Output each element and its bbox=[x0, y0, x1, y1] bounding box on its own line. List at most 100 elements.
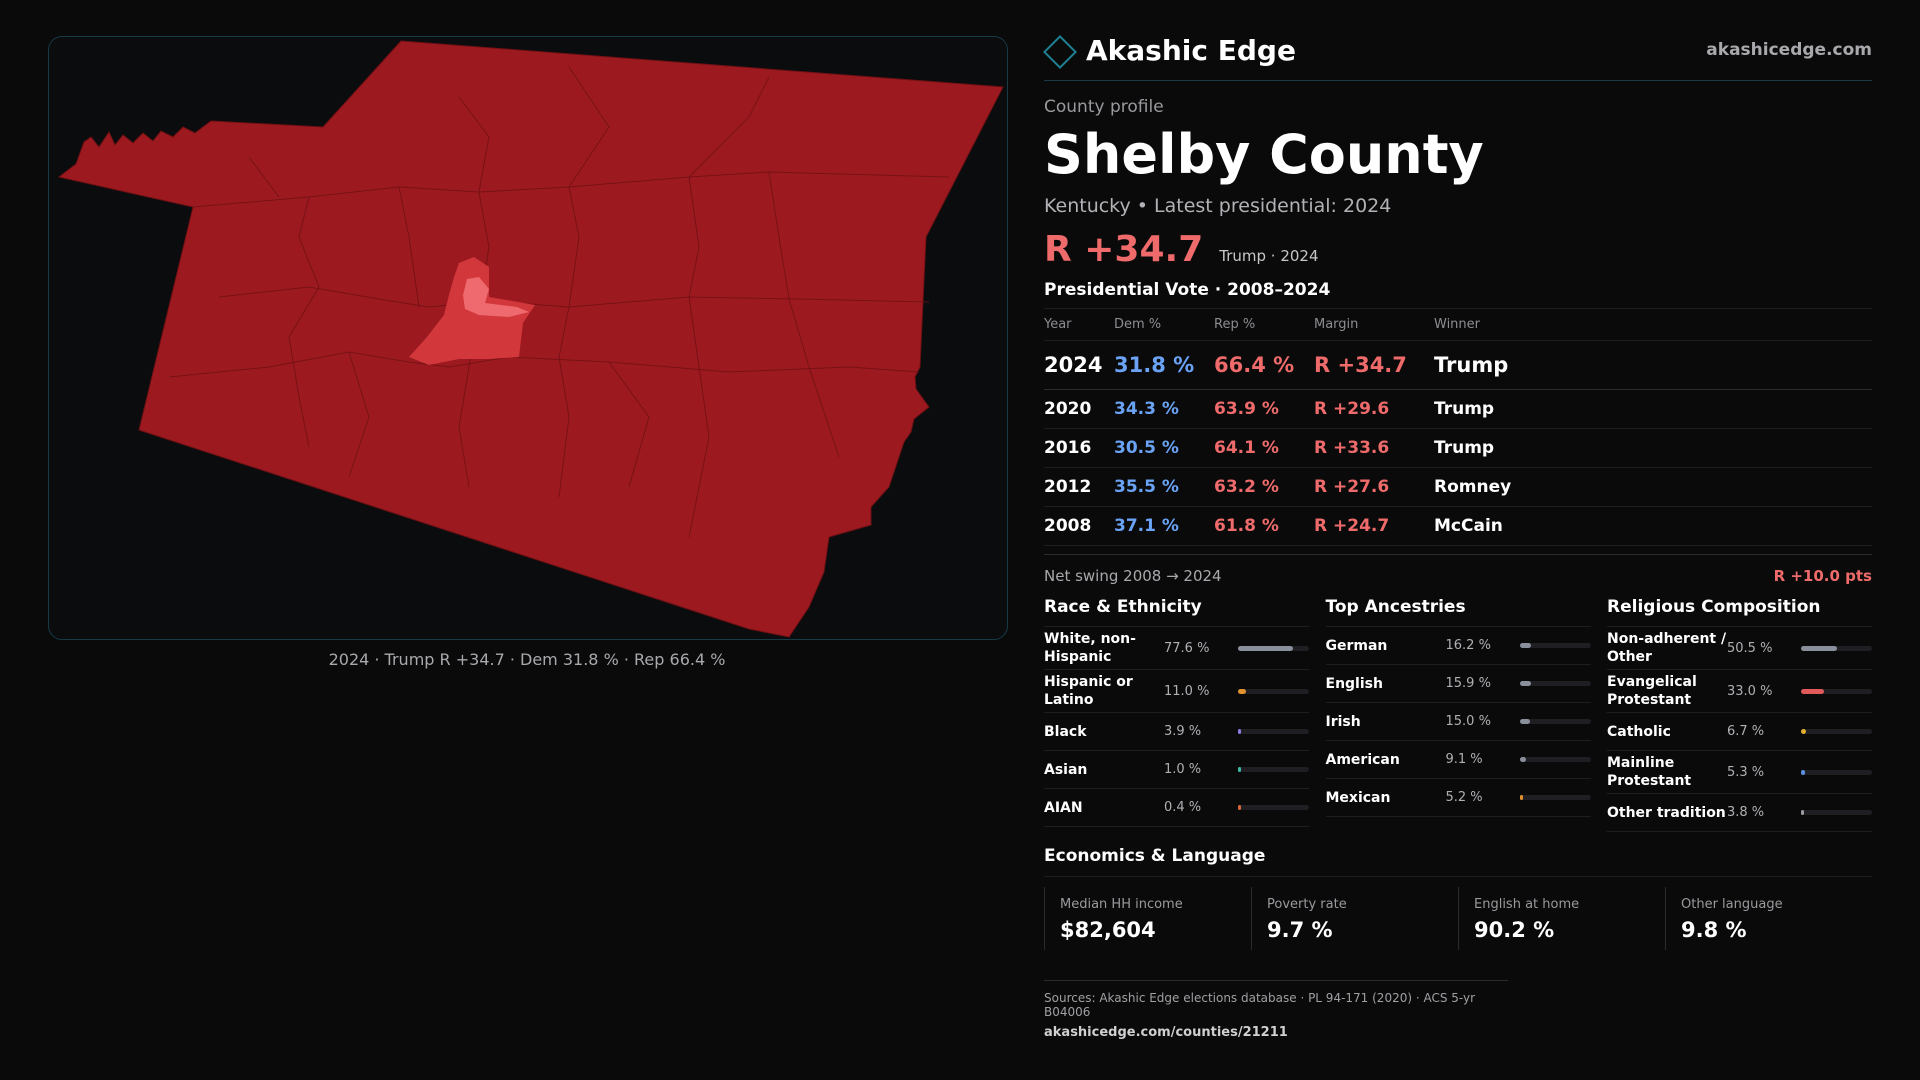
table-row[interactable]: 2020 34.3 % 63.9 % R +29.6 Trump bbox=[1044, 389, 1872, 429]
item-label: Mexican bbox=[1325, 789, 1391, 806]
stat-card: Median HH income $82,604 bbox=[1044, 887, 1251, 950]
item-label: German bbox=[1325, 637, 1388, 654]
share-bar bbox=[1238, 645, 1309, 651]
share-bar bbox=[1519, 757, 1591, 762]
list-item: Asian 1.0 % bbox=[1044, 751, 1309, 789]
brand-name: Akashic Edge bbox=[1086, 33, 1296, 67]
year-cell: 2020 bbox=[1044, 389, 1114, 429]
share-bar-fill bbox=[1238, 729, 1241, 734]
county-profile-panel: Akashic Edge akashicedge.com County prof… bbox=[1043, 30, 1872, 1040]
margin-cell: R +24.7 bbox=[1314, 506, 1434, 546]
year-cell: 2012 bbox=[1044, 467, 1114, 507]
list-item: American 9.1 % bbox=[1325, 741, 1591, 779]
latest-margin-meta: Trump · 2024 bbox=[1219, 247, 1319, 265]
religion-section: Religious Composition Non-adherent / Oth… bbox=[1607, 597, 1872, 832]
dem-cell: 34.3 % bbox=[1114, 389, 1214, 429]
stat-label: Other language bbox=[1681, 897, 1783, 912]
dem-cell: 37.1 % bbox=[1114, 506, 1214, 546]
item-value: 5.2 % bbox=[1445, 790, 1483, 805]
col-year: Year bbox=[1044, 309, 1114, 341]
stat-card: English at home 90.2 % bbox=[1458, 887, 1665, 950]
year-cell: 2024 bbox=[1044, 340, 1114, 390]
rep-cell: 63.9 % bbox=[1214, 389, 1314, 429]
item-value: 15.9 % bbox=[1445, 676, 1491, 691]
sources-footer: Sources: Akashic Edge elections database… bbox=[1044, 980, 1508, 1040]
profile-kicker: County profile bbox=[1044, 97, 1164, 117]
item-value: 33.0 % bbox=[1727, 683, 1773, 699]
net-swing: Net swing 2008 → 2024 R +10.0 pts bbox=[1044, 554, 1872, 585]
share-bar bbox=[1238, 688, 1309, 694]
brand-url-link[interactable]: akashicedge.com bbox=[1706, 40, 1872, 60]
county-shape[interactable] bbox=[57, 40, 1004, 638]
rep-cell: 63.2 % bbox=[1214, 467, 1314, 507]
item-label: Non-adherent / Other bbox=[1607, 631, 1727, 665]
item-label: Black bbox=[1044, 723, 1087, 740]
item-label: Evangelical Protestant bbox=[1607, 674, 1697, 708]
share-bar bbox=[1238, 805, 1309, 810]
economics-grid: Median HH income $82,604 Poverty rate 9.… bbox=[1044, 887, 1872, 950]
col-winner: Winner bbox=[1434, 309, 1872, 341]
year-cell: 2016 bbox=[1044, 428, 1114, 468]
item-value: 1.0 % bbox=[1164, 762, 1202, 777]
margin-cell: R +29.6 bbox=[1314, 389, 1434, 429]
stat-value: 90.2 % bbox=[1474, 918, 1555, 942]
list-item: Catholic 6.7 % bbox=[1607, 713, 1872, 751]
table-row[interactable]: 2012 35.5 % 63.2 % R +27.6 Romney bbox=[1044, 467, 1872, 507]
ancestry-section: Top Ancestries German 16.2 % English 15.9 %… bbox=[1325, 597, 1591, 832]
share-bar-fill bbox=[1519, 643, 1531, 648]
item-value: 3.9 % bbox=[1164, 724, 1202, 739]
item-value: 5.3 % bbox=[1727, 764, 1765, 780]
net-swing-value: R +10.0 pts bbox=[1773, 567, 1872, 585]
share-bar-fill bbox=[1519, 681, 1531, 686]
share-bar-fill bbox=[1519, 719, 1531, 724]
item-label: Irish bbox=[1325, 713, 1361, 730]
table-row[interactable]: 2008 37.1 % 61.8 % R +24.7 McCain bbox=[1044, 506, 1872, 546]
winner-cell: Trump bbox=[1434, 428, 1872, 468]
list-item: Hispanic or Latino 11.0 % bbox=[1044, 670, 1309, 713]
urban-core[interactable] bbox=[463, 277, 529, 317]
item-value: 3.8 % bbox=[1727, 805, 1765, 820]
stat-value: $82,604 bbox=[1060, 918, 1156, 942]
rep-cell: 61.8 % bbox=[1214, 506, 1314, 546]
share-bar-fill bbox=[1238, 805, 1241, 810]
table-row[interactable]: 2016 30.5 % 64.1 % R +33.6 Trump bbox=[1044, 428, 1872, 468]
item-value: 15.0 % bbox=[1445, 714, 1491, 729]
item-label: Hispanic or Latino bbox=[1044, 674, 1133, 708]
item-value: 16.2 % bbox=[1445, 638, 1491, 653]
col-dem: Dem % bbox=[1114, 309, 1214, 341]
share-bar bbox=[1801, 769, 1872, 775]
list-item: Evangelical Protestant 33.0 % bbox=[1607, 670, 1872, 713]
share-bar bbox=[1238, 767, 1309, 772]
rep-cell: 64.1 % bbox=[1214, 428, 1314, 468]
share-bar-fill bbox=[1238, 688, 1246, 694]
page-title: Shelby County bbox=[1044, 123, 1484, 186]
county-url-link[interactable]: akashicedge.com/counties/21211 bbox=[1044, 1025, 1288, 1040]
county-map-panel[interactable] bbox=[48, 36, 1008, 640]
stat-card: Other language 9.8 % bbox=[1665, 887, 1872, 950]
share-bar bbox=[1801, 688, 1872, 694]
margin-cell: R +27.6 bbox=[1314, 467, 1434, 507]
dem-cell: 35.5 % bbox=[1114, 467, 1214, 507]
list-item: English 15.9 % bbox=[1325, 665, 1591, 703]
stat-label: English at home bbox=[1474, 897, 1580, 912]
diamond-logo-icon bbox=[1043, 35, 1077, 69]
share-bar bbox=[1801, 810, 1872, 815]
item-label: Other tradition bbox=[1607, 804, 1726, 821]
brand[interactable]: Akashic Edge bbox=[1043, 33, 1296, 69]
headline-margin: R +34.7 Trump · 2024 bbox=[1044, 229, 1872, 270]
table-row[interactable]: 2024 31.8 % 66.4 % R +34.7 Trump bbox=[1044, 340, 1872, 390]
share-bar-fill bbox=[1519, 795, 1524, 800]
share-bar-fill bbox=[1801, 810, 1804, 815]
margin-cell: R +34.7 bbox=[1314, 340, 1434, 390]
latest-margin: R +34.7 bbox=[1044, 229, 1204, 270]
county-map[interactable] bbox=[49, 37, 1007, 639]
stat-value: 9.7 % bbox=[1267, 918, 1333, 942]
share-bar bbox=[1238, 729, 1309, 734]
share-bar bbox=[1519, 795, 1591, 800]
item-label: Mainline Protestant bbox=[1607, 755, 1692, 789]
item-label: Asian bbox=[1044, 761, 1088, 778]
winner-cell: McCain bbox=[1434, 506, 1872, 546]
item-value: 6.7 % bbox=[1727, 724, 1765, 739]
share-bar-fill bbox=[1801, 688, 1825, 694]
list-item: White, non-Hispanic 77.6 % bbox=[1044, 627, 1309, 670]
